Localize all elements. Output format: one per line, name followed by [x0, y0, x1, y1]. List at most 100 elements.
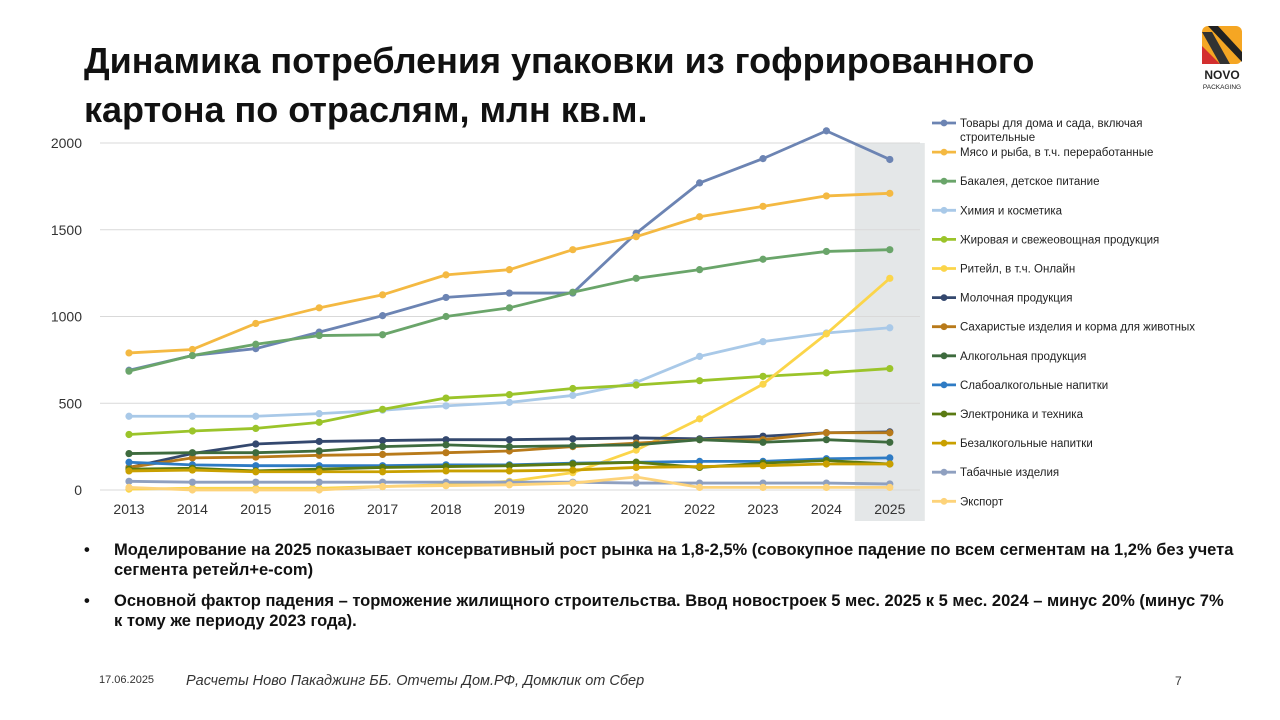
legend-marker [940, 497, 948, 505]
data-point [379, 312, 387, 320]
data-point [442, 271, 450, 279]
data-point [886, 438, 894, 446]
legend-label: Молочная продукция [960, 293, 1073, 305]
data-point [696, 179, 704, 187]
data-point [759, 155, 767, 163]
data-point [569, 384, 577, 393]
data-point [188, 454, 196, 462]
data-point [569, 246, 577, 254]
x-tick-label: 2017 [367, 501, 398, 517]
data-point [822, 436, 831, 444]
data-point [188, 427, 196, 435]
data-point [442, 467, 450, 475]
data-point [188, 478, 196, 486]
data-point [696, 457, 704, 465]
legend-label: Жировая и свежеовощная продукция [960, 234, 1159, 246]
data-point [379, 468, 387, 476]
data-point [125, 449, 133, 458]
data-point [569, 442, 577, 450]
legend-label: Химия и косметика [960, 205, 1063, 217]
data-point [822, 369, 831, 377]
footer-source: Расчеты Ново Пакаджинг ББ. Отчеты Дом.РФ… [186, 673, 645, 689]
data-point [379, 405, 387, 413]
x-tick-label: 2020 [557, 501, 588, 517]
data-point [696, 377, 704, 385]
bullet-item: Основной фактор падения – торможение жил… [84, 591, 1234, 631]
legend-label: Электроника и техника [960, 409, 1084, 421]
data-point [632, 233, 640, 241]
data-point [505, 390, 513, 399]
series-line [128, 129, 891, 372]
data-point [886, 324, 894, 332]
data-point [569, 288, 577, 296]
data-point [886, 454, 894, 462]
legend-label: Табачные изделия [960, 467, 1059, 479]
data-point [696, 213, 704, 221]
data-point [822, 460, 831, 468]
data-point [505, 289, 513, 297]
data-point [759, 338, 767, 346]
data-point [505, 481, 513, 489]
data-point [632, 446, 640, 454]
x-tick-label: 2024 [811, 501, 842, 517]
data-point [125, 430, 133, 439]
data-point [632, 479, 640, 487]
data-point [125, 477, 133, 485]
data-point [505, 266, 513, 274]
data-point [759, 438, 767, 446]
data-point [379, 443, 387, 451]
data-point [442, 449, 450, 457]
data-point [759, 483, 767, 491]
data-point [252, 340, 260, 348]
data-point [125, 349, 133, 357]
legend-label: Мясо и рыба, в т.ч. переработанные [960, 147, 1153, 159]
data-point [125, 367, 133, 375]
y-tick-label: 1000 [51, 309, 82, 325]
data-point [252, 486, 260, 494]
novo-packaging-logo: NOVO PACKAGING [1202, 26, 1242, 91]
data-point [188, 345, 196, 354]
data-point [252, 468, 260, 476]
data-point [632, 441, 640, 449]
data-point [505, 436, 513, 444]
data-point [315, 418, 323, 426]
x-tick-label: 2021 [621, 501, 652, 517]
data-point [315, 331, 323, 340]
data-point [188, 351, 196, 360]
data-point [442, 402, 450, 410]
data-point [252, 440, 260, 448]
data-point [886, 364, 894, 373]
data-point [315, 478, 323, 486]
legend-label: Ритейл, в т.ч. Онлайн [960, 264, 1075, 276]
data-point [759, 462, 767, 470]
y-tick-label: 2000 [51, 135, 82, 151]
data-point [759, 202, 767, 210]
legend-marker [940, 352, 948, 360]
svg-text:PACKAGING: PACKAGING [1203, 84, 1241, 91]
legend-marker [940, 236, 948, 243]
data-point [505, 398, 513, 406]
data-point [696, 462, 704, 471]
legend-label: Слабоалкогольные напитки [960, 380, 1108, 392]
data-point [886, 274, 894, 282]
data-point [759, 255, 767, 263]
legend-marker [940, 468, 948, 476]
legend-marker [940, 410, 948, 418]
data-point [759, 380, 767, 388]
data-point [632, 274, 640, 282]
data-point [252, 412, 260, 420]
data-point [315, 486, 323, 494]
data-point [442, 312, 450, 321]
legend-marker [940, 206, 948, 214]
line-chart: 0 500 1000 1500 2000 2013 2014 2015 2016 2017 2018… [51, 118, 1195, 521]
data-point [125, 412, 133, 420]
data-point [188, 466, 196, 474]
data-point [569, 460, 577, 468]
data-point [379, 482, 387, 491]
data-point [822, 483, 831, 491]
data-point [696, 436, 704, 444]
slide-title: Динамика потребления упаковки из гофриро… [84, 40, 1035, 130]
data-point [505, 462, 513, 470]
data-point [696, 266, 704, 274]
data-point [125, 467, 133, 475]
